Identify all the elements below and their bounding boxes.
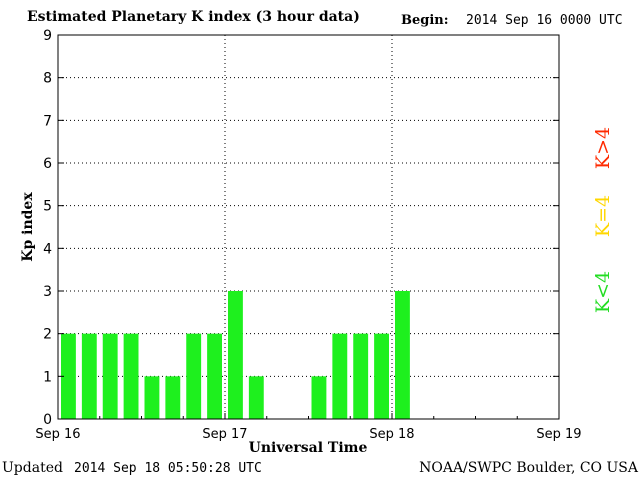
x-tick-label: Sep 16 bbox=[35, 427, 80, 442]
y-tick-label: 8 bbox=[43, 71, 52, 87]
grid-lines bbox=[58, 35, 559, 419]
begin-label: Begin: bbox=[401, 13, 449, 28]
x-axis-label: Universal Time bbox=[249, 440, 368, 456]
updated-label: Updated bbox=[2, 460, 63, 476]
legend-entry: K<4 bbox=[592, 271, 614, 313]
legend: K<4 K=4 K>4 bbox=[592, 127, 614, 313]
y-tick-label: 9 bbox=[43, 28, 52, 44]
begin-value: 2014 Sep 16 0000 UTC bbox=[466, 13, 623, 28]
kp-bar bbox=[228, 291, 243, 419]
legend-entry: K>4 bbox=[592, 127, 614, 169]
y-tick-label: 2 bbox=[43, 327, 52, 343]
y-tick-label: 7 bbox=[43, 113, 52, 129]
kp-bar bbox=[61, 333, 76, 419]
kp-bar bbox=[186, 333, 202, 419]
y-axis-ticks: 0 1 2 3 4 5 6 7 8 9 bbox=[43, 28, 559, 428]
kp-bar bbox=[81, 333, 97, 419]
y-tick-label: 0 bbox=[43, 412, 52, 428]
kp-bar bbox=[102, 333, 118, 419]
x-tick-label: Sep 17 bbox=[202, 427, 247, 442]
x-tick-label: Sep 19 bbox=[536, 427, 581, 442]
bar-series bbox=[61, 291, 410, 419]
credit-text: NOAA/SWPC Boulder, CO USA bbox=[419, 460, 638, 476]
kp-bar bbox=[248, 376, 264, 419]
kp-bar bbox=[311, 376, 327, 419]
y-tick-label: 5 bbox=[43, 199, 52, 215]
kp-bar bbox=[144, 376, 160, 419]
y-tick-label: 1 bbox=[43, 369, 52, 385]
chart-title: Estimated Planetary K index (3 hour data… bbox=[27, 9, 360, 25]
kp-bar bbox=[353, 333, 369, 419]
kp-bar bbox=[374, 333, 389, 419]
legend-entry: K=4 bbox=[592, 195, 614, 237]
y-tick-label: 6 bbox=[43, 156, 52, 172]
kp-bar bbox=[332, 333, 348, 419]
kp-bar bbox=[123, 333, 139, 419]
kp-bar bbox=[165, 376, 181, 419]
y-tick-label: 3 bbox=[43, 284, 52, 300]
x-tick-label: Sep 18 bbox=[369, 427, 414, 442]
y-tick-label: 4 bbox=[43, 241, 52, 257]
kp-bar bbox=[395, 291, 410, 419]
x-axis-ticks: Sep 16 Sep 17 Sep 18 Sep 19 bbox=[35, 413, 582, 442]
updated-value: 2014 Sep 18 05:50:28 UTC bbox=[74, 461, 262, 476]
y-axis-label: Kp index bbox=[20, 192, 36, 262]
kp-bar bbox=[207, 333, 222, 419]
